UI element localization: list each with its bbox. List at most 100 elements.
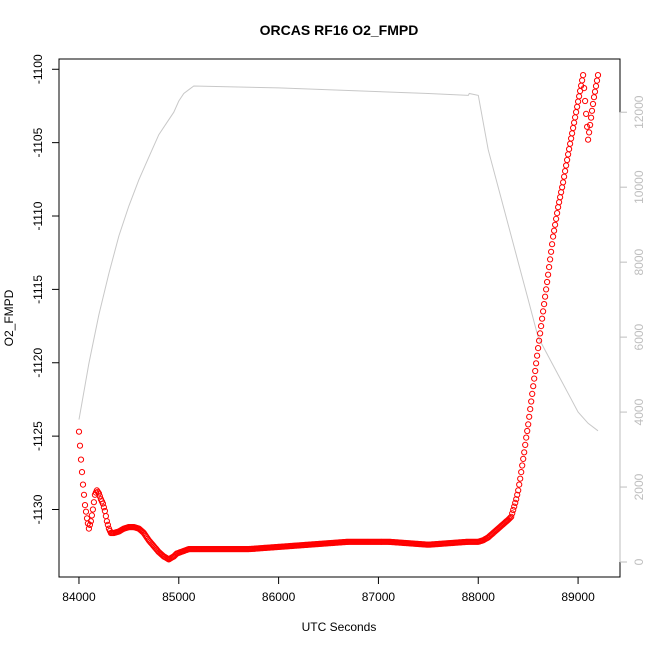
data-point [87, 518, 95, 525]
data-point [529, 390, 536, 397]
data-point [103, 518, 111, 525]
data-point [543, 286, 550, 293]
data-point [568, 135, 575, 142]
right-tick-label: 0 [632, 558, 646, 565]
data-point [553, 215, 560, 222]
y-tick-label: -1115 [31, 275, 45, 304]
data-point [573, 109, 580, 116]
data-point [594, 72, 602, 79]
x-tick-label: 89000 [561, 590, 595, 604]
data-point [521, 449, 528, 456]
data-point [75, 428, 83, 435]
y-axis-label: O2_FMPD [2, 289, 16, 346]
data-point [586, 129, 593, 136]
right-tick-label: 10000 [632, 170, 646, 204]
data-point [592, 83, 600, 90]
data-point [530, 383, 537, 390]
data-point [100, 504, 108, 511]
data-point [531, 375, 538, 382]
data-point [522, 441, 529, 448]
data-point [580, 72, 587, 79]
data-point [79, 481, 87, 488]
data-point [585, 136, 592, 143]
data-point [572, 114, 579, 121]
data-point [571, 119, 578, 126]
data-point [539, 315, 546, 322]
data-point [526, 413, 533, 420]
data-point [532, 367, 539, 375]
data-point [567, 140, 574, 147]
x-tick-label: 88000 [462, 590, 496, 604]
data-point [76, 442, 84, 449]
data-point [552, 221, 559, 228]
data-point [584, 123, 591, 130]
data-point [541, 301, 548, 308]
data-point [562, 168, 569, 175]
data-point [88, 512, 96, 519]
data-point [80, 491, 88, 498]
y-tick-label: -1130 [31, 494, 45, 524]
data-point [556, 199, 563, 206]
data-point [576, 93, 583, 100]
data-point [564, 156, 571, 164]
plot-frame [58, 58, 621, 578]
data-point [593, 77, 601, 84]
data-point [569, 130, 576, 137]
data-point [548, 248, 555, 255]
data-point [546, 264, 553, 271]
data-point [581, 85, 588, 92]
data-point [534, 352, 541, 359]
data-point [99, 500, 107, 507]
x-tick-label: 87000 [362, 590, 396, 604]
data-point [81, 502, 89, 509]
data-point [547, 256, 554, 263]
data-point [554, 210, 561, 217]
data-point [537, 330, 544, 337]
data-point [570, 124, 577, 132]
data-point [565, 151, 572, 158]
data-point [560, 179, 567, 186]
x-tick-label: 86000 [262, 590, 296, 604]
y-tick-label: -1125 [31, 421, 45, 451]
y-tick-label: -1120 [31, 348, 45, 378]
data-point [563, 162, 570, 169]
data-point [90, 499, 98, 506]
data-point [575, 98, 582, 105]
data-point [550, 233, 557, 240]
data-point [574, 103, 581, 110]
data-point [520, 455, 527, 462]
data-point [589, 100, 597, 108]
y-tick-label: -1110 [31, 201, 45, 230]
data-point [527, 406, 534, 413]
data-point [590, 94, 598, 101]
data-point [96, 493, 104, 500]
data-point [533, 360, 540, 367]
right-tick-label: 12000 [632, 95, 646, 129]
data-point [510, 506, 517, 514]
data-point [544, 278, 551, 286]
data-point [515, 487, 522, 494]
data-point [89, 506, 97, 513]
data-point [528, 398, 535, 405]
data-point [588, 107, 596, 114]
data-point [559, 184, 566, 191]
x-axis-label: UTC Seconds [302, 620, 377, 634]
data-point [506, 515, 513, 522]
data-point [549, 241, 556, 248]
chart-title: ORCAS RF16 O2_FMPD [260, 22, 419, 38]
data-point [579, 77, 586, 84]
y-axis-right: 0 2000 4000 6000 8000 10000 12000 [619, 95, 646, 565]
y-tick-label: -1100 [31, 54, 45, 84]
data-point [558, 189, 565, 196]
data-point [511, 503, 518, 510]
data-point [508, 513, 515, 520]
data-point [77, 456, 85, 463]
right-tick-label: 8000 [632, 248, 646, 275]
data-point [509, 510, 516, 517]
data-point [517, 475, 524, 482]
altitude-line [78, 85, 599, 432]
data-point [513, 496, 520, 503]
data-point [524, 427, 531, 435]
data-point [95, 490, 103, 497]
